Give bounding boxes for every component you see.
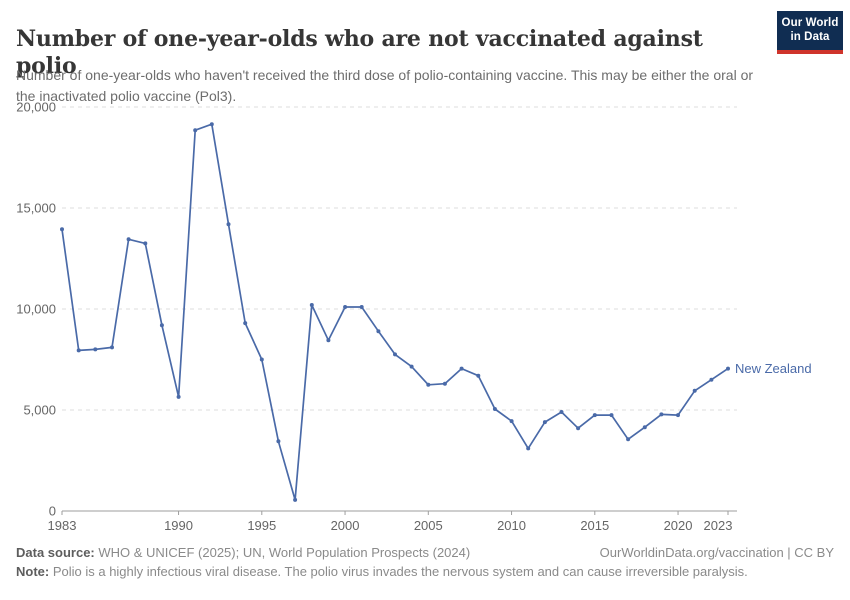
x-axis-tick-label: 2010 — [497, 518, 526, 533]
data-source-text: WHO & UNICEF (2025); UN, World Populatio… — [94, 545, 471, 560]
y-axis-tick-label: 0 — [49, 504, 56, 519]
data-point[interactable] — [76, 348, 81, 353]
data-point[interactable] — [409, 364, 414, 369]
x-axis-tick-label: 2005 — [414, 518, 443, 533]
data-point[interactable] — [176, 394, 181, 399]
data-point[interactable] — [309, 303, 314, 307]
data-source-line: Data source: WHO & UNICEF (2025); UN, Wo… — [16, 545, 470, 560]
data-point[interactable] — [376, 329, 381, 334]
data-point[interactable] — [426, 382, 431, 387]
x-axis-tick-label: 2015 — [580, 518, 609, 533]
note-line: Note: Polio is a highly infectious viral… — [16, 564, 748, 579]
data-point[interactable] — [60, 227, 64, 232]
data-point[interactable] — [226, 222, 231, 227]
data-point[interactable] — [442, 381, 447, 386]
x-axis-tick-label: 1990 — [164, 518, 193, 533]
data-point[interactable] — [159, 323, 164, 328]
data-point[interactable] — [592, 413, 597, 418]
data-point[interactable] — [709, 377, 714, 382]
y-axis-tick-label: 10,000 — [16, 302, 56, 317]
data-point[interactable] — [276, 439, 281, 444]
note-label: Note: — [16, 564, 50, 579]
owid-logo[interactable]: Our World in Data — [777, 11, 843, 54]
data-point[interactable] — [659, 412, 664, 417]
data-point[interactable] — [259, 357, 264, 362]
data-point[interactable] — [126, 237, 131, 242]
y-axis-tick-label: 20,000 — [16, 100, 56, 115]
data-point[interactable] — [459, 366, 464, 371]
series-line[interactable] — [61, 123, 729, 501]
data-point[interactable] — [393, 352, 397, 357]
y-axis-tick-label: 15,000 — [16, 201, 56, 216]
x-axis-tick-label: 1995 — [247, 518, 276, 533]
data-point[interactable] — [326, 338, 331, 343]
data-point[interactable] — [726, 366, 730, 371]
owid-logo-line1: Our World — [781, 17, 839, 30]
data-point[interactable] — [542, 420, 547, 425]
data-point[interactable] — [343, 305, 348, 309]
data-point[interactable] — [93, 347, 98, 352]
chart-subtitle: Number of one-year-olds who haven't rece… — [16, 67, 754, 104]
data-point[interactable] — [526, 446, 531, 451]
data-point[interactable] — [609, 413, 614, 418]
data-point[interactable] — [110, 345, 114, 350]
data-point[interactable] — [476, 373, 481, 378]
note-text: Polio is a highly infectious viral disea… — [49, 564, 748, 579]
data-point[interactable] — [676, 413, 680, 418]
chart-footer: Data source: WHO & UNICEF (2025); UN, Wo… — [16, 545, 834, 579]
series-entity-label[interactable]: New Zealand — [735, 361, 812, 376]
data-point[interactable] — [143, 241, 148, 246]
data-point[interactable] — [559, 410, 564, 414]
page-title: Number of one-year-olds who are not vacc… — [16, 25, 703, 80]
x-axis-tick-label: 1983 — [48, 518, 77, 533]
data-point[interactable] — [193, 128, 198, 133]
data-point[interactable] — [492, 407, 497, 411]
y-axis-tick-label: 5,000 — [23, 403, 56, 418]
data-point[interactable] — [626, 437, 631, 442]
x-axis-tick-label: 2023 — [704, 518, 733, 533]
data-point[interactable] — [293, 497, 298, 502]
x-axis-tick-label: 2020 — [664, 518, 693, 533]
owid-logo-line2: in Data — [790, 30, 830, 43]
x-axis-tick-label: 2000 — [331, 518, 360, 533]
data-point[interactable] — [209, 122, 214, 127]
data-point[interactable] — [243, 321, 248, 326]
data-point[interactable] — [359, 305, 364, 309]
data-point[interactable] — [642, 425, 647, 430]
data-source-label: Data source: — [16, 545, 95, 560]
data-point[interactable] — [509, 419, 514, 424]
data-point[interactable] — [576, 426, 581, 431]
rights-link[interactable]: OurWorldinData.org/vaccination | CC BY — [599, 545, 834, 560]
data-point[interactable] — [692, 388, 697, 393]
